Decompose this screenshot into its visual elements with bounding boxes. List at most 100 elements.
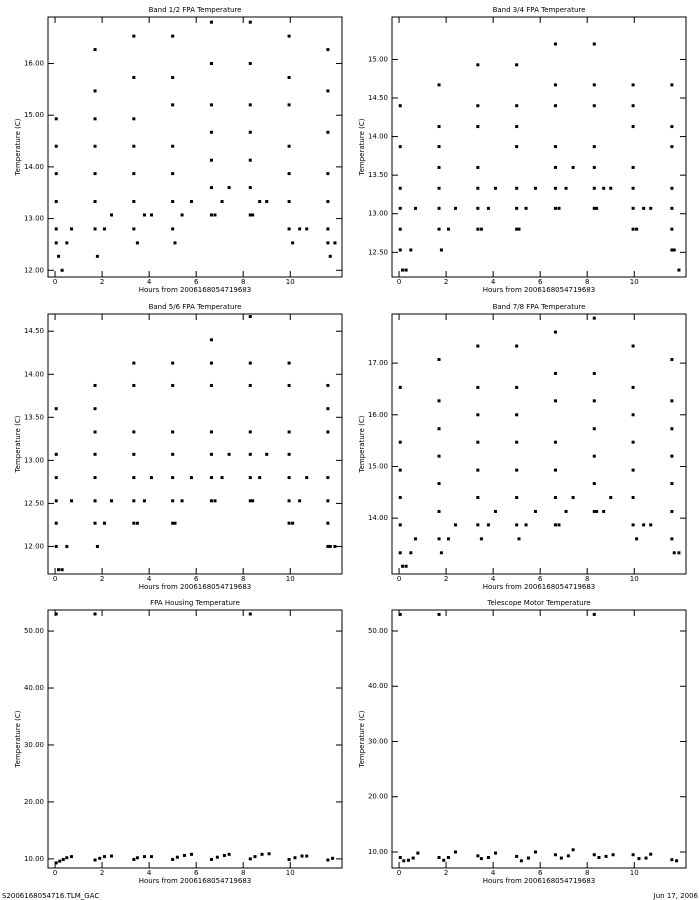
point	[54, 227, 58, 231]
point	[493, 851, 497, 855]
point	[515, 523, 519, 527]
point	[592, 104, 596, 108]
point	[213, 499, 217, 503]
point	[557, 523, 561, 527]
point	[670, 206, 674, 210]
point	[93, 48, 97, 52]
point	[287, 452, 291, 456]
x-tick-label: 10	[286, 278, 295, 286]
point	[248, 857, 252, 861]
point	[326, 544, 330, 548]
point	[209, 20, 213, 24]
point	[533, 850, 537, 854]
point	[515, 854, 519, 858]
y-tick-label: 17.00	[368, 359, 388, 367]
point	[476, 495, 480, 499]
point	[592, 427, 596, 431]
point	[515, 440, 519, 444]
point	[553, 186, 557, 190]
point	[476, 125, 480, 129]
point	[93, 430, 97, 434]
plot-frame	[391, 16, 687, 278]
point	[404, 268, 408, 272]
x-tick-label: 4	[491, 869, 496, 877]
point	[595, 509, 599, 513]
point	[557, 206, 561, 210]
point	[248, 158, 252, 162]
y-tick-label: 15.00	[24, 111, 44, 119]
point	[398, 145, 402, 149]
point	[326, 200, 330, 204]
x-tick-label: 2	[444, 869, 448, 877]
point	[437, 509, 441, 513]
point	[486, 856, 490, 860]
point	[54, 476, 58, 480]
y-tick-label: 14.50	[368, 94, 388, 102]
point	[414, 537, 418, 541]
point	[592, 612, 596, 616]
point	[248, 62, 252, 66]
point	[65, 856, 69, 860]
point	[454, 206, 458, 210]
y-tick-label: 13.00	[24, 456, 44, 464]
point	[54, 452, 58, 456]
point	[515, 63, 519, 67]
point	[326, 241, 330, 245]
y-tick-label: 12.50	[368, 248, 388, 256]
point	[132, 34, 136, 38]
point	[248, 186, 252, 190]
point	[305, 227, 309, 231]
point	[675, 859, 679, 863]
point	[93, 612, 97, 616]
point	[110, 499, 114, 503]
point	[592, 454, 596, 458]
x-tick-label: 6	[194, 869, 199, 877]
point	[635, 227, 639, 231]
point	[132, 172, 136, 176]
point	[142, 499, 146, 503]
point	[93, 858, 97, 862]
point	[54, 612, 58, 616]
point	[515, 344, 519, 348]
point	[287, 499, 291, 503]
point	[209, 361, 213, 365]
point	[54, 544, 58, 548]
point	[439, 248, 443, 252]
point	[517, 227, 521, 231]
point	[331, 856, 335, 860]
point	[287, 172, 291, 176]
chart-title: Band 3/4 FPA Temperature	[493, 6, 586, 14]
x-tick-label: 2	[444, 575, 448, 583]
point	[437, 83, 441, 87]
point	[248, 130, 252, 134]
point	[398, 186, 402, 190]
y-axis-label: Temperature (C)	[358, 415, 366, 473]
chart-title: Band 7/8 FPA Temperature	[493, 303, 586, 311]
point	[437, 856, 441, 860]
x-tick-label: 6	[194, 278, 199, 286]
footer-left: S2006168054716.TLM_GAC	[2, 892, 99, 900]
point	[171, 144, 175, 148]
point	[571, 848, 575, 852]
point	[553, 165, 557, 169]
point	[291, 241, 295, 245]
point	[602, 509, 606, 513]
point	[54, 861, 58, 865]
point	[102, 521, 106, 525]
point	[631, 523, 635, 527]
y-tick-label: 50.00	[368, 627, 388, 635]
x-tick-label: 4	[491, 575, 496, 583]
point	[171, 499, 175, 503]
point	[609, 186, 613, 190]
point	[60, 568, 64, 572]
point	[406, 858, 410, 862]
point	[631, 385, 635, 389]
point	[670, 186, 674, 190]
x-axis-label: Hours from 2006168054719683	[483, 877, 596, 885]
point	[670, 537, 674, 541]
point	[533, 186, 537, 190]
point	[476, 468, 480, 472]
point	[398, 206, 402, 210]
point	[670, 248, 674, 252]
point	[54, 499, 58, 503]
